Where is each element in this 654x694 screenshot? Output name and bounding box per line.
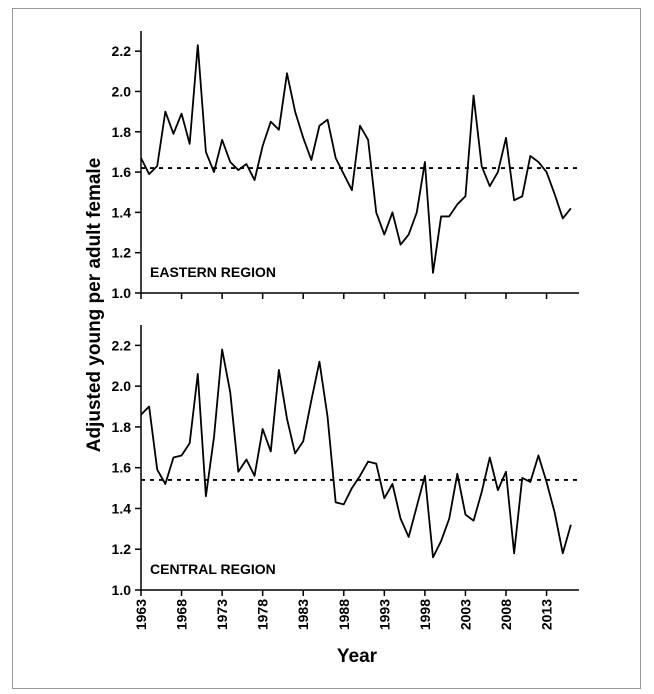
y-tick-label: 2.2 [112,43,132,59]
x-tick-label: 1983 [295,599,311,630]
x-tick-label: 1978 [255,599,271,630]
y-tick-label: 1.4 [112,204,132,220]
x-axis-label: Year [337,646,378,667]
y-tick-label: 1.8 [112,124,132,140]
y-tick-label: 2.0 [112,83,132,99]
y-tick-label: 2.0 [112,378,132,394]
x-tick-label: 1998 [417,599,433,630]
x-tick-label: 2008 [498,599,514,630]
x-tick-label: 1993 [376,599,392,630]
data-line [140,44,572,274]
x-tick-label: 1973 [214,599,230,630]
y-tick-label: 1.4 [112,500,132,516]
y-tick-label: 1.8 [112,419,132,435]
x-tick-label: 1963 [133,599,149,630]
panel-label: CENTRAL REGION [150,561,276,577]
frame [12,8,641,689]
panel-label: EASTERN REGION [150,264,276,280]
y-axis-label: Adjusted young per adult female [84,158,105,453]
data-line [140,348,572,559]
y-tick-label: 1.6 [112,164,132,180]
x-tick-label: 2013 [539,599,555,630]
y-tick-label: 1.2 [112,541,132,557]
y-tick-label: 1.6 [112,460,132,476]
y-tick-label: 2.2 [112,337,132,353]
x-tick-label: 1988 [336,599,352,630]
y-tick-label: 1.2 [112,245,132,261]
x-tick-label: 1968 [174,599,190,630]
x-tick-label: 2003 [457,599,473,630]
y-tick-label: 1.0 [112,582,132,598]
y-tick-label: 1.0 [112,285,132,301]
